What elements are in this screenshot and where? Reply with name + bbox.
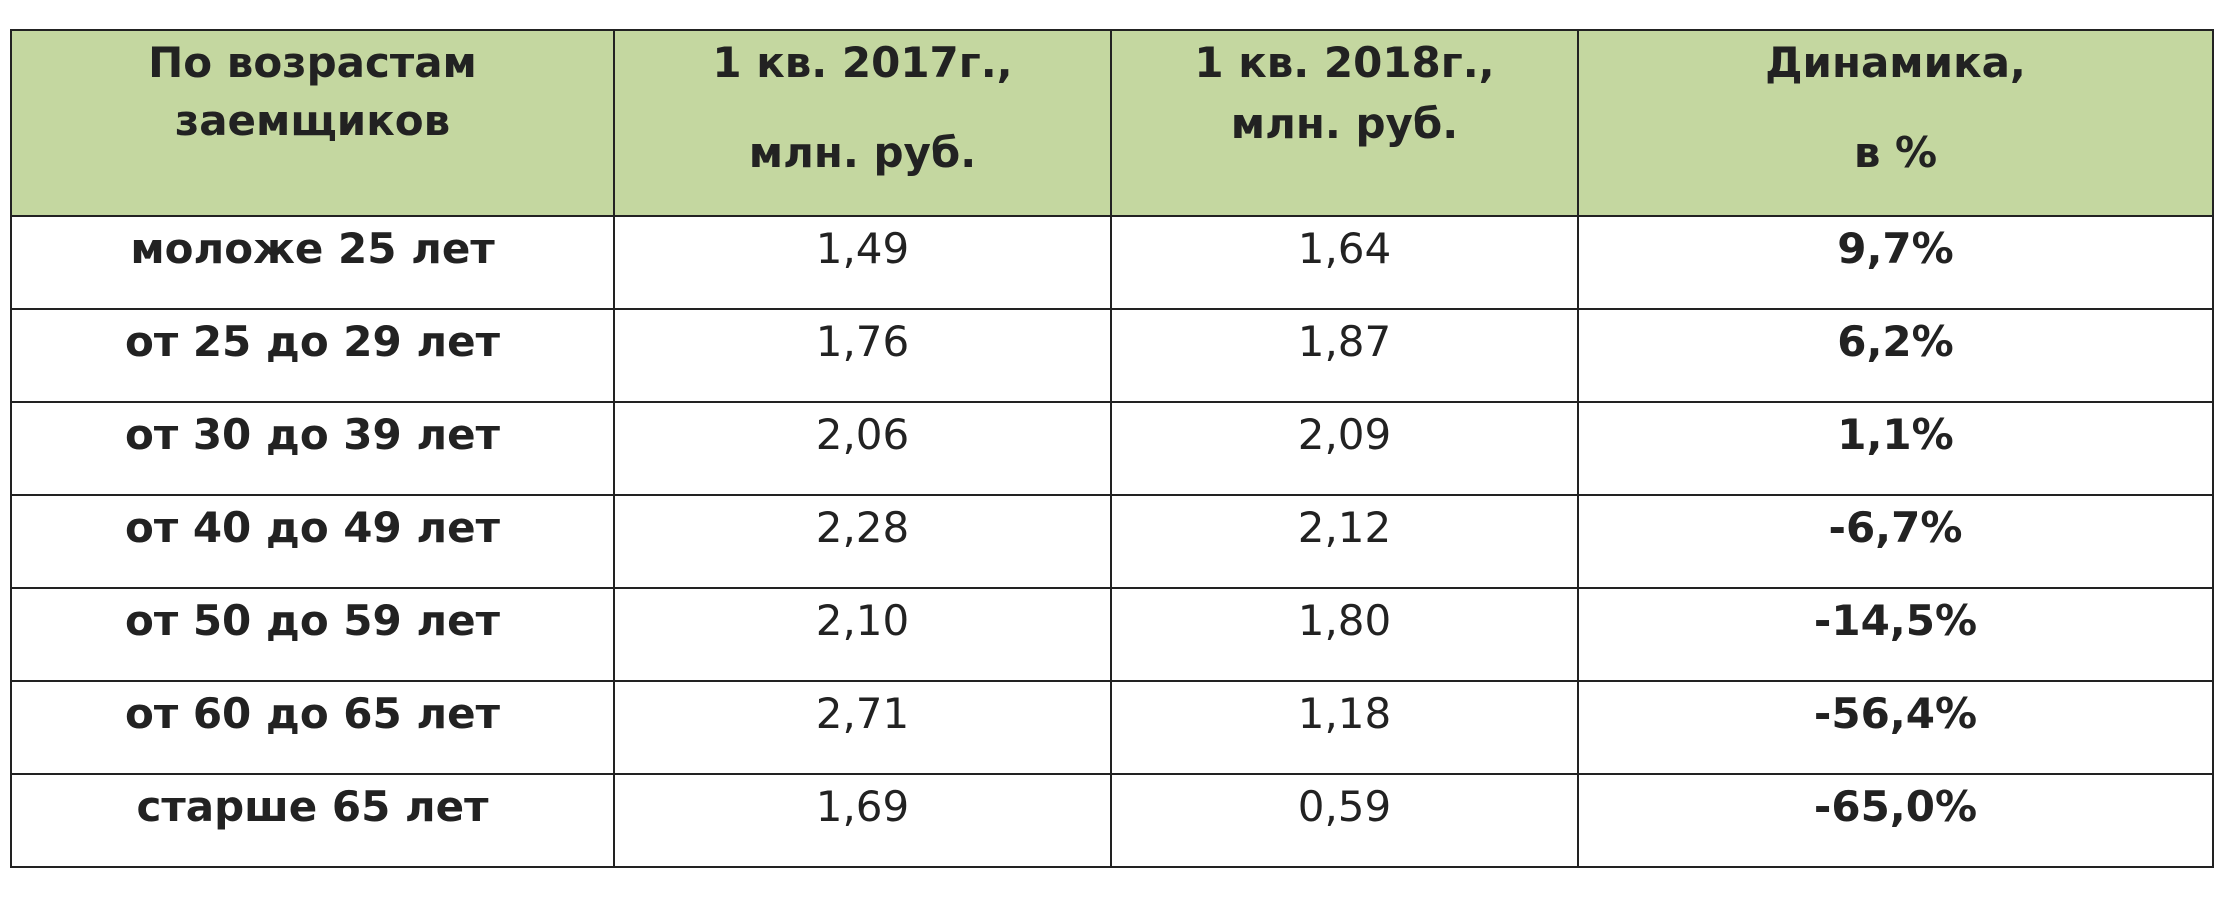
header-cell: 1 кв. 2017г., млн. руб.	[613, 29, 1112, 217]
header-text: По возрастам	[148, 38, 477, 87]
table-cell: от 50 до 59 лет	[10, 587, 615, 682]
table-cell: 1,49	[613, 215, 1112, 310]
table-cell: от 30 до 39 лет	[10, 401, 615, 496]
table-cell: 1,80	[1110, 587, 1579, 682]
table-cell: 2,09	[1110, 401, 1579, 496]
header-text: в %	[1853, 128, 1938, 177]
table-row: старше 65 лет 1,69 0,59 -65,0%	[10, 773, 2214, 868]
table-cell: 1,69	[613, 773, 1112, 868]
table-cell: 2,06	[613, 401, 1112, 496]
data-table: По возрастам заемщиков 1 кв. 2017г., млн. р…	[10, 29, 2214, 868]
table-cell: 6,2%	[1577, 308, 2214, 403]
table-body: моложе 25 лет 1,49 1,64 9,7% от 25 до 29 лет…	[10, 215, 2214, 868]
header-row: По возрастам заемщиков 1 кв. 2017г., млн. р…	[10, 29, 2214, 217]
header-text: млн. руб.	[748, 128, 977, 177]
table-cell: 2,28	[613, 494, 1112, 589]
table-cell: 0,59	[1110, 773, 1579, 868]
table-cell: 2,71	[613, 680, 1112, 775]
table-cell: -6,7%	[1577, 494, 2214, 589]
table-row: от 40 до 49 лет 2,28 2,12 -6,7%	[10, 494, 2214, 589]
table-row: моложе 25 лет 1,49 1,64 9,7%	[10, 215, 2214, 310]
header-text: млн. руб.	[1230, 99, 1459, 148]
table-cell: 2,10	[613, 587, 1112, 682]
table-cell: от 60 до 65 лет	[10, 680, 615, 775]
table-row: от 50 до 59 лет 2,10 1,80 -14,5%	[10, 587, 2214, 682]
header-text: 1 кв. 2017г.,	[712, 38, 1013, 87]
table-cell: 9,7%	[1577, 215, 2214, 310]
table-cell: от 40 до 49 лет	[10, 494, 615, 589]
table-cell: от 25 до 29 лет	[10, 308, 615, 403]
table-cell: старше 65 лет	[10, 773, 615, 868]
header-cell: 1 кв. 2018г., млн. руб.	[1110, 29, 1579, 217]
table-cell: -14,5%	[1577, 587, 2214, 682]
table-cell: 1,1%	[1577, 401, 2214, 496]
table-cell: 1,18	[1110, 680, 1579, 775]
header-text: Динамика,	[1765, 38, 2026, 87]
table-cell: -65,0%	[1577, 773, 2214, 868]
header-text: 1 кв. 2018г.,	[1194, 38, 1495, 87]
table-cell: 1,87	[1110, 308, 1579, 403]
table-cell: 2,12	[1110, 494, 1579, 589]
table-row: от 25 до 29 лет 1,76 1,87 6,2%	[10, 308, 2214, 403]
table-cell: 1,64	[1110, 215, 1579, 310]
table-cell: -56,4%	[1577, 680, 2214, 775]
header-cell: Динамика, в %	[1577, 29, 2214, 217]
table-row: от 60 до 65 лет 2,71 1,18 -56,4%	[10, 680, 2214, 775]
table-cell: 1,76	[613, 308, 1112, 403]
header-text: заемщиков	[174, 96, 451, 145]
table-cell: моложе 25 лет	[10, 215, 615, 310]
header-cell: По возрастам заемщиков	[10, 29, 615, 217]
table-row: от 30 до 39 лет 2,06 2,09 1,1%	[10, 401, 2214, 496]
